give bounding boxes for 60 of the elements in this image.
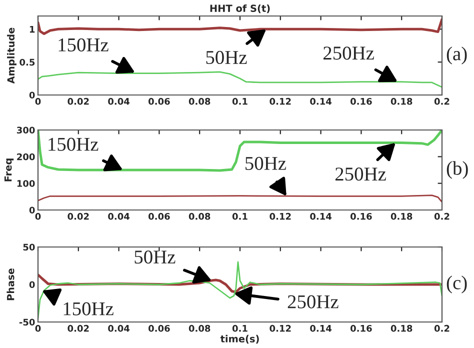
x-tick-label: 0.06 xyxy=(148,324,170,332)
y-tick-label: 300 xyxy=(16,126,35,134)
x-tick-label: 0.18 xyxy=(390,212,412,220)
x-tick-label: 0.1 xyxy=(232,324,248,332)
y-tick-label: 0 xyxy=(29,281,35,288)
x-tick-label: 0.02 xyxy=(68,212,89,220)
chart-title: HHT of S(t) xyxy=(210,4,270,14)
x-tick-label: 0.1 xyxy=(232,212,248,220)
x-tick-label: 0.14 xyxy=(310,212,332,220)
x-tick-label: 0.08 xyxy=(188,212,210,220)
x-tick-label: 0 xyxy=(35,324,41,332)
x-tick-label: 0.2 xyxy=(434,98,450,105)
y-tick-label: 0 xyxy=(29,206,35,214)
text: (a) xyxy=(446,46,467,64)
x-tick-label: 0.14 xyxy=(310,324,332,332)
x-axis-title: time(s) xyxy=(220,334,259,344)
x-tick-label: 0 xyxy=(35,212,41,220)
y-tick-label: 50 xyxy=(23,244,35,251)
x-tick-label: 0.2 xyxy=(434,324,450,332)
x-tick-label: 0.1 xyxy=(232,98,248,105)
y-axis-title: Phase xyxy=(6,268,14,300)
annotation: 150Hz xyxy=(58,38,108,52)
x-tick-label: 0.16 xyxy=(350,212,372,220)
y-tick-label: 100 xyxy=(17,180,35,187)
y-tick-label: 1 xyxy=(30,26,35,33)
annotation: 150Hz xyxy=(48,138,98,151)
annotation: 250Hz xyxy=(288,295,338,308)
x-tick-label: 0.18 xyxy=(390,98,412,105)
y-tick-label: 0 xyxy=(29,92,35,99)
x-tick-label: 0.06 xyxy=(148,212,170,220)
x-tick-label: 0.12 xyxy=(270,324,291,332)
y-axis-title: Amplitude xyxy=(7,28,16,84)
x-tick-label: 0.16 xyxy=(350,324,372,332)
x-tick-label: 0.18 xyxy=(390,324,412,332)
x-tick-label: 0.04 xyxy=(108,212,130,220)
text: (c) xyxy=(446,276,467,294)
x-tick-label: 0.06 xyxy=(148,98,170,105)
annotation: 150Hz xyxy=(64,302,114,316)
x-tick-label: 0.12 xyxy=(270,212,291,220)
x-tick-label: 0.04 xyxy=(108,324,130,332)
x-tick-label: 0.02 xyxy=(68,324,89,332)
y-axis-title: Freq xyxy=(4,158,14,182)
x-tick-label: 0.16 xyxy=(350,98,372,105)
x-tick-label: 0.12 xyxy=(270,98,291,105)
x-tick-label: 0.04 xyxy=(108,98,130,105)
x-tick-label: 0.08 xyxy=(188,324,210,332)
annotation: 250Hz xyxy=(335,168,386,181)
annotation: 250Hz xyxy=(323,46,374,60)
x-tick-label: 0 xyxy=(35,98,41,105)
annotation: 50Hz xyxy=(206,50,247,64)
x-tick-label: 0.08 xyxy=(188,98,210,105)
text: (b) xyxy=(446,161,468,179)
x-tick-label: 0.14 xyxy=(310,98,332,105)
y-tick-label: 200 xyxy=(17,153,35,160)
annotation: 50Hz xyxy=(246,156,286,170)
y-tick-label: 0.5 xyxy=(20,58,35,66)
x-tick-label: 0.02 xyxy=(68,98,89,105)
annotation: 50Hz xyxy=(134,250,176,264)
x-tick-label: 0.2 xyxy=(434,212,450,220)
y-tick-label: -50 xyxy=(19,318,35,326)
